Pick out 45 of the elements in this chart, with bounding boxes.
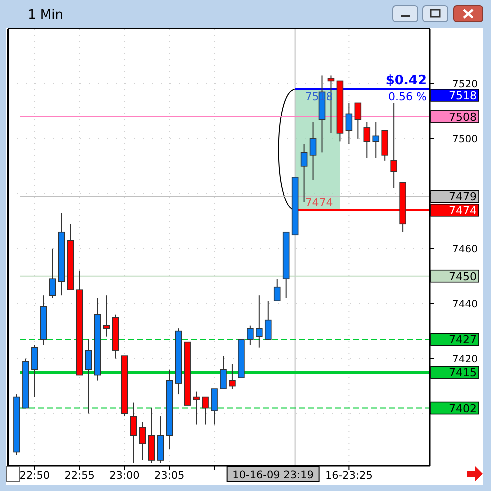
candlestick [256, 295, 263, 348]
y-tick-label: 7460 [452, 244, 478, 256]
y-tick-label: 7520 [452, 79, 478, 90]
candlestick [49, 248, 56, 299]
x-tick-label: 23:00 [110, 470, 140, 482]
candlestick [32, 344, 38, 398]
ref-line-label: 7474 [449, 204, 477, 218]
x-tick-label: 16-23:25 [325, 470, 373, 482]
x-tick-label: 22:50 [20, 470, 50, 482]
candlestick [310, 122, 317, 181]
ref-line-label: 7518 [449, 89, 477, 102]
ref-line-label: 7450 [449, 270, 477, 284]
candlestick [354, 102, 362, 140]
ref-line-label: 7402 [449, 402, 477, 416]
candlestick [85, 339, 92, 414]
annotation: 7474 [305, 196, 334, 210]
ref-line-label: 10-16-09 23:19 [232, 470, 314, 482]
x-tick-label: 23:05 [154, 470, 185, 482]
ref-line-label: 7508 [449, 110, 477, 124]
x-tick-label: 22:55 [64, 470, 95, 482]
candlestick [229, 364, 236, 390]
chart-title: 1 Min [28, 8, 64, 23]
candlestick [390, 102, 398, 189]
candlestick [346, 102, 353, 145]
y-tick-label: 7440 [452, 299, 478, 310]
candlestick [130, 402, 138, 464]
annotation: $0.42 [386, 73, 427, 88]
candlestick [364, 122, 371, 159]
candlestick [274, 278, 281, 302]
candlestick [139, 422, 146, 462]
ref-line-label: 7479 [449, 190, 477, 204]
candlestick [202, 396, 209, 426]
candlestick [372, 122, 380, 159]
ref-line-label: 7415 [449, 366, 477, 380]
y-tick-label: 7420 [452, 354, 478, 366]
annotation: 0.56 % [388, 90, 427, 104]
ref-line-label: 7427 [449, 334, 477, 347]
candlestick [103, 295, 110, 338]
candlestick [264, 300, 272, 340]
candlestick [300, 144, 308, 203]
y-tick-label: 7500 [452, 134, 478, 146]
candlestick [247, 325, 254, 346]
candlestick [220, 356, 227, 390]
candlestick [211, 388, 218, 426]
candlestick [193, 391, 200, 426]
